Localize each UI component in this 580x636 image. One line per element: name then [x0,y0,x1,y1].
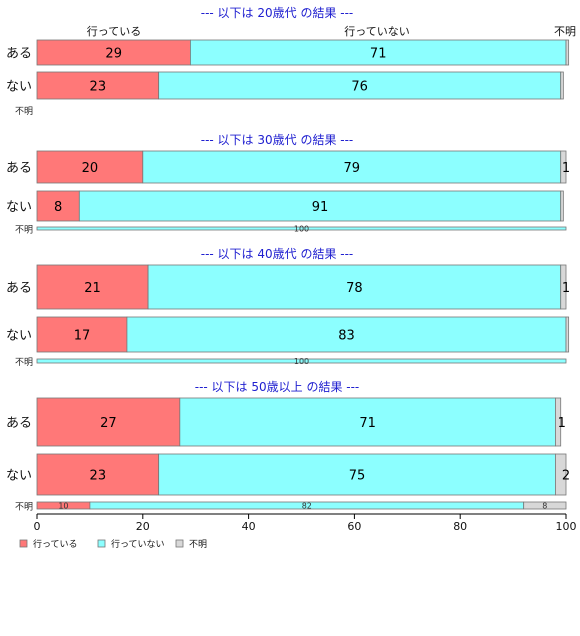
data-label: 82 [302,502,312,511]
bar-segment [179,397,556,447]
bar-segment [560,71,564,100]
bar-segment [560,264,567,310]
data-label: 91 [312,200,329,215]
row-label: 不明 [15,502,33,513]
bar-segment [555,397,562,447]
row-label: ない [6,469,32,484]
bar-segment [36,358,567,364]
bar-segment [565,39,570,66]
row-label: ある [6,161,32,176]
group-title: --- 以下は 50歳以上 の結果 --- [195,380,360,394]
x-tick-label: 100 [556,520,577,533]
x-tick-label: 80 [453,520,467,533]
bar-segment [36,71,160,100]
x-tick-label: 0 [34,520,41,533]
column-header: 行っている [87,25,141,38]
data-label: 17 [74,329,91,344]
data-label: 23 [90,469,107,484]
bar-segment [36,316,128,353]
x-tick-label: 20 [136,520,150,533]
bar-segment [36,39,191,66]
bar-segment [36,150,144,184]
bar-segment [36,264,149,310]
bar-segment [142,150,562,184]
bar-segment [147,264,562,310]
data-label: 2 [562,469,570,484]
data-label: 71 [359,416,376,431]
data-label: 8 [542,502,547,511]
x-tick-label: 40 [242,520,256,533]
data-label: 75 [349,469,366,484]
bar-segment [523,501,567,510]
bar-segment [190,39,567,66]
row-label: 不明 [15,225,33,236]
bar-segment [36,226,567,231]
group-title: --- 以下は 20歳代 の結果 --- [201,6,354,20]
data-label: 76 [351,80,368,95]
bar-segment [78,190,562,222]
column-header: 行っていない [344,25,409,38]
data-label: 1 [562,281,570,296]
data-label: 1 [562,161,570,176]
row-label: ある [6,47,32,62]
row-label: ない [6,200,32,215]
bar-segment [555,453,567,496]
group-title: --- 以下は 30歳代 の結果 --- [201,133,354,147]
data-label: 71 [370,47,387,62]
bar-segment [158,71,562,100]
legend-swatch [19,539,28,548]
row-label: ない [6,329,32,344]
bar-segment [560,150,567,184]
data-label: 83 [338,329,355,344]
data-label: 78 [346,281,363,296]
bar-segment [36,190,80,222]
x-tick-label: 60 [347,520,361,533]
legend-swatch [175,539,184,548]
data-label: 1 [558,416,566,431]
data-label: 100 [294,357,309,366]
bar-segment [36,397,181,447]
legend-swatch [97,539,106,548]
legend-label: 不明 [189,539,207,550]
data-label: 20 [82,161,99,176]
row-label: ない [6,80,32,95]
row-label: ある [6,416,32,431]
legend-label: 行っていない [111,538,165,550]
data-label: 21 [84,281,101,296]
data-label: 79 [343,161,360,176]
row-label: 不明 [15,357,33,368]
bar-segment [565,316,570,353]
data-label: 10 [58,502,68,511]
legend-label: 行っている [33,538,78,550]
data-label: 29 [105,47,122,62]
data-label: 23 [90,80,107,95]
bar-segment [560,190,564,222]
row-label: ある [6,281,32,296]
data-label: 100 [294,225,309,234]
group-title: --- 以下は 40歳代 の結果 --- [201,247,354,261]
column-header: 不明 [554,25,576,38]
row-label: 不明 [15,106,33,117]
data-label: 27 [100,416,117,431]
data-label: 8 [54,200,62,215]
